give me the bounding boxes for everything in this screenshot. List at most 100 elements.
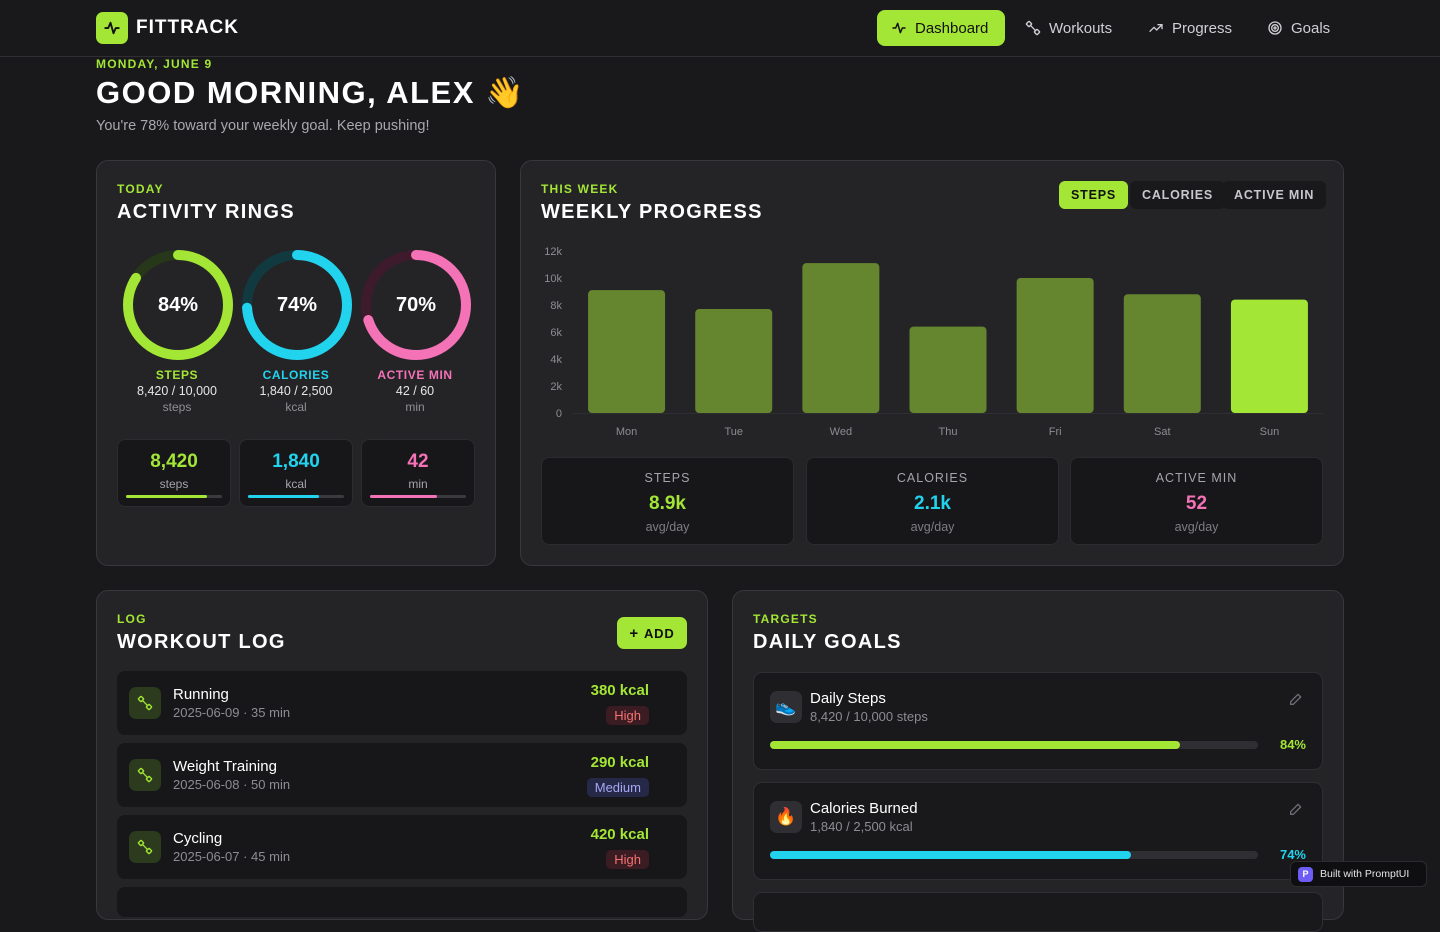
built-with-badge[interactable]: P Built with PromptUI bbox=[1290, 861, 1427, 887]
dumbbell-icon bbox=[129, 831, 161, 863]
goals-eyebrow: TARGETS bbox=[753, 612, 818, 626]
add-workout-label: ADD bbox=[643, 625, 675, 641]
workout-title: WORKOUT LOG bbox=[117, 631, 286, 653]
current-date: MONDAY, JUNE 9 bbox=[96, 57, 213, 71]
calories-mini-bar-fill bbox=[248, 495, 320, 498]
workout-row[interactable]: Running 2025-06-09 · 35 min 380 kcal Hig… bbox=[117, 671, 687, 735]
steps-mini-bar bbox=[126, 495, 222, 498]
nav-goals[interactable]: Goals bbox=[1253, 10, 1344, 46]
active-min-ring-unit: min bbox=[405, 400, 425, 414]
calories-ring-percent: 74% bbox=[276, 293, 318, 316]
calories-ring-value: 1,840 / 2,500 bbox=[259, 384, 333, 398]
x-tick-label: Thu bbox=[939, 426, 958, 438]
calories-mini-value: 1,840 bbox=[272, 451, 320, 472]
goal-item[interactable] bbox=[753, 892, 1323, 932]
goal-item[interactable]: 👟 Daily Steps 8,420 / 10,000 steps 84% bbox=[753, 672, 1323, 770]
nav-dashboard[interactable]: Dashboard bbox=[877, 10, 1005, 46]
goal-name: Daily Steps bbox=[810, 690, 886, 707]
tab-calories[interactable]: CALORIES bbox=[1130, 181, 1225, 209]
pencil-icon[interactable] bbox=[1288, 691, 1304, 707]
active-min-avg-label: ACTIVE MIN bbox=[1155, 471, 1238, 485]
plus-icon: + bbox=[629, 624, 639, 642]
workout-eyebrow: LOG bbox=[117, 612, 147, 626]
goal-name: Calories Burned bbox=[810, 800, 918, 817]
nav-dashboard-label: Dashboard bbox=[915, 19, 989, 37]
dumbbell-icon bbox=[129, 687, 161, 719]
y-tick-label: 4k bbox=[550, 354, 562, 366]
workout-row[interactable] bbox=[117, 887, 687, 917]
y-tick-label: 2k bbox=[550, 381, 562, 393]
intensity-badge: High bbox=[606, 706, 649, 725]
tab-steps[interactable]: STEPS bbox=[1059, 181, 1128, 209]
goal-meta: 1,840 / 2,500 kcal bbox=[810, 819, 913, 834]
y-tick-label: 10k bbox=[544, 273, 562, 285]
active-min-mini-value: 42 bbox=[407, 451, 429, 472]
promptui-logo-icon: P bbox=[1298, 866, 1313, 882]
calories-ring-unit: kcal bbox=[285, 400, 307, 414]
nav-progress[interactable]: Progress bbox=[1134, 10, 1246, 46]
add-workout-button[interactable]: + ADD bbox=[617, 617, 687, 649]
x-tick-label: Tue bbox=[724, 426, 743, 438]
calories-mini-stat: 1,840 kcal bbox=[239, 439, 353, 507]
target-icon bbox=[1268, 21, 1282, 35]
dumbbell-icon bbox=[1025, 20, 1041, 36]
calories-mini-bar bbox=[248, 495, 344, 498]
greeting-subtitle: You're 78% toward your weekly goal. Keep… bbox=[96, 118, 430, 134]
bar-sat bbox=[1123, 294, 1201, 413]
x-tick-label: Sat bbox=[1154, 426, 1171, 438]
nav-workouts[interactable]: Workouts bbox=[1011, 10, 1126, 46]
daily-goals-card: TARGETS DAILY GOALS 👟 Daily Steps 8,420 … bbox=[732, 590, 1344, 932]
bar-mon bbox=[588, 290, 666, 413]
goals-title: DAILY GOALS bbox=[753, 631, 902, 653]
top-nav-bar: FITTRACK Dashboard Workouts Progress Goa… bbox=[0, 0, 1440, 57]
workout-kcal: 420 kcal bbox=[590, 826, 649, 843]
active-min-avg-unit: avg/day bbox=[1174, 520, 1219, 534]
goal-progress-fill bbox=[770, 851, 1132, 859]
steps-ring[interactable]: 84% bbox=[122, 249, 234, 361]
steps-avg-value: 8.9k bbox=[649, 493, 686, 514]
goal-progress-fill bbox=[770, 741, 1180, 749]
workout-kcal: 380 kcal bbox=[590, 682, 649, 699]
steps-ring-label: STEPS bbox=[155, 368, 199, 382]
steps-mini-stat: 8,420 steps bbox=[117, 439, 231, 507]
sneaker-icon: 👟 bbox=[770, 691, 802, 723]
steps-ring-unit: steps bbox=[162, 400, 192, 414]
calories-avg-unit: avg/day bbox=[910, 520, 955, 534]
built-with-label: Built with PromptUI bbox=[1320, 868, 1410, 880]
bar-sun bbox=[1230, 299, 1308, 413]
active-min-ring-value: 42 / 60 bbox=[395, 384, 435, 398]
x-tick-label: Fri bbox=[1049, 426, 1062, 438]
activity-pulse-icon bbox=[892, 22, 906, 34]
workout-name: Running bbox=[173, 686, 229, 703]
workout-meta: 2025-06-09 · 35 min bbox=[173, 705, 291, 720]
bar-wed bbox=[802, 263, 880, 413]
workout-row[interactable]: Cycling 2025-06-07 · 45 min 420 kcal Hig… bbox=[117, 815, 687, 879]
x-tick-label: Sun bbox=[1260, 426, 1280, 438]
goal-item[interactable]: 🔥 Calories Burned 1,840 / 2,500 kcal 74% bbox=[753, 782, 1323, 880]
y-tick-label: 0 bbox=[556, 408, 562, 420]
active-min-mini-bar bbox=[370, 495, 466, 498]
tab-active-min[interactable]: ACTIVE MIN bbox=[1222, 181, 1327, 209]
goal-meta: 8,420 / 10,000 steps bbox=[810, 709, 928, 724]
goal-percent: 84% bbox=[1279, 737, 1306, 752]
goal-percent: 74% bbox=[1279, 847, 1306, 862]
pencil-icon[interactable] bbox=[1288, 801, 1304, 817]
workout-meta: 2025-06-07 · 45 min bbox=[173, 849, 291, 864]
x-tick-label: Wed bbox=[830, 426, 852, 438]
workout-row[interactable]: Weight Training 2025-06-08 · 50 min 290 … bbox=[117, 743, 687, 807]
nav-goals-label: Goals bbox=[1291, 19, 1331, 37]
intensity-badge: High bbox=[606, 850, 649, 869]
y-tick-label: 8k bbox=[550, 300, 562, 312]
calories-ring[interactable]: 74% bbox=[241, 249, 353, 361]
intensity-badge: Medium bbox=[586, 778, 649, 797]
nav-workouts-label: Workouts bbox=[1049, 19, 1113, 37]
active-min-ring[interactable]: 70% bbox=[360, 249, 472, 361]
brand-logo[interactable] bbox=[96, 12, 128, 44]
calories-avg-stat: CALORIES 2.1k avg/day bbox=[806, 457, 1059, 545]
steps-avg-label: STEPS bbox=[644, 471, 691, 485]
activity-title: ACTIVITY RINGS bbox=[117, 201, 295, 223]
y-tick-label: 12k bbox=[544, 246, 562, 258]
calories-mini-unit: kcal bbox=[285, 477, 307, 491]
goal-progress-bar bbox=[770, 741, 1258, 749]
y-tick-label: 6k bbox=[550, 327, 562, 339]
